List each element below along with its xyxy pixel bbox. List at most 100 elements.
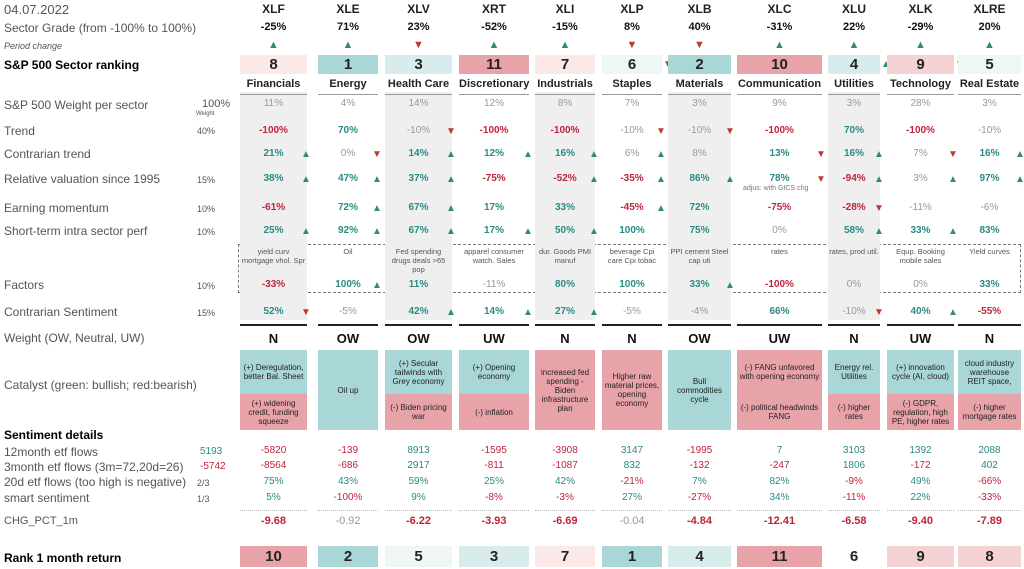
etf3-value: 2917	[407, 460, 430, 471]
label-catalyst: Catalyst (green: bullish; red:bearish)	[4, 378, 197, 392]
etf3-value: -686	[337, 460, 358, 471]
etf20-value: 43%	[337, 476, 358, 487]
weight-divider	[318, 324, 378, 326]
relative-valuation-change-icon: ▼	[816, 174, 826, 185]
relative-valuation-value: -75%	[482, 173, 506, 184]
contrarian-trend-value: 16%	[979, 148, 1000, 159]
factors-value: 100%	[619, 279, 645, 290]
weight-rating: N	[849, 331, 859, 346]
weight-rating: UW	[909, 331, 932, 346]
ticker: XLB	[687, 2, 712, 16]
weight-per-sector-value: 11%	[263, 98, 284, 109]
weight-per-sector-value: 3%	[982, 98, 997, 109]
sector-rank-badge: 4	[828, 55, 880, 74]
smart-value: 22%	[910, 492, 931, 503]
smart-value: -100%	[333, 492, 363, 503]
sector-name: Discretionary	[459, 78, 530, 90]
factor-note: beverage Cpi care Cpi tobac	[607, 247, 657, 265]
weight-divider	[668, 324, 731, 326]
relative-valuation-value: 38%	[263, 173, 284, 184]
factor-note: apparel consumer watch. Sales	[463, 247, 525, 265]
column-background	[828, 92, 880, 320]
contrarian-sentiment-change-icon: ▲	[589, 307, 599, 318]
catalyst-bearish: (-) inflation	[459, 394, 529, 430]
weight-divider	[887, 324, 954, 326]
chg-divider	[602, 510, 662, 511]
trend-value: -10%	[687, 125, 712, 136]
sector-grade: -29%	[907, 21, 934, 33]
label-smart: smart sentiment	[4, 491, 90, 505]
ticker: XLRE	[973, 2, 1006, 16]
label-chg: CHG_PCT_1m	[4, 515, 78, 527]
catalyst-bullish: Energy rel. Utilities	[828, 350, 880, 394]
contrarian-trend-change-icon: ▲	[301, 149, 311, 160]
contrarian-sentiment-value: 66%	[769, 306, 790, 317]
etf20-value: -21%	[620, 476, 644, 487]
rank-change-icon: ▼	[663, 60, 673, 70]
column-background	[668, 92, 731, 320]
etf12-value: 3103	[842, 445, 866, 456]
weight-divider	[958, 324, 1021, 326]
rank-1m-badge: 3	[459, 546, 529, 567]
ticker: XLC	[767, 2, 792, 16]
factor-note: dur. Goods PMI manuf	[538, 247, 592, 265]
catalyst-bullish: (+) Secular tailwinds with Grey economy	[385, 350, 452, 394]
weight-rating: OW	[336, 331, 360, 346]
sector-rank-badge: 9	[887, 55, 954, 74]
catalyst-bearish: (-) higher rates	[828, 394, 880, 430]
contrarian-trend-value: 6%	[624, 148, 640, 159]
chg-divider	[828, 510, 880, 511]
weight-rating: UW	[768, 331, 791, 346]
earning-momentum-value: 17%	[483, 202, 504, 213]
etf3-value: -132	[689, 460, 710, 471]
rank-1m-badge: 6	[828, 546, 880, 567]
sector-grade: 40%	[688, 21, 711, 33]
weight-smart: 1/3	[197, 494, 210, 504]
catalyst-bearish: (-) Biden pricing war	[385, 394, 452, 430]
factor-note: PPI cement Steel cap uti	[670, 247, 729, 265]
weight-rating: OW	[688, 331, 711, 346]
trend-change-icon: ▼	[656, 126, 666, 137]
sector-grade: -15%	[552, 21, 578, 33]
factors-value: 33%	[979, 279, 1000, 290]
ticker: XRT	[482, 2, 506, 16]
sector-underline	[887, 94, 954, 95]
sector-underline	[958, 94, 1021, 95]
contrarian-trend-value: 7%	[913, 148, 928, 159]
sector-name: Financials	[246, 78, 301, 90]
rank-1m-badge: 5	[385, 546, 452, 567]
weight-divider	[385, 324, 452, 326]
sector-name: Utilities	[834, 78, 874, 90]
etf20-value: 75%	[263, 476, 284, 487]
label-weight-per-sector: S&P 500 Weight per sector	[4, 98, 149, 112]
etf3-value: -811	[484, 460, 504, 471]
contrarian-sentiment-value: -55%	[977, 306, 1002, 317]
sector-rank-badge: 5	[958, 55, 1021, 74]
earning-momentum-change-icon: ▲	[372, 203, 382, 214]
contrarian-sentiment-value: -5%	[623, 306, 641, 317]
chg-divider	[737, 510, 822, 511]
catalyst-bearish: (-) political headwinds FANG	[737, 394, 822, 430]
contrarian-trend-change-icon: ▲	[656, 149, 666, 160]
short-term-value: 58%	[843, 225, 864, 236]
weight-per-sector-value: 3%	[846, 98, 862, 109]
catalyst-bearish: (+) widening credit, funding squeeze	[240, 394, 307, 430]
sector-name: Materials	[675, 78, 724, 90]
factor-note: rates, prod util.	[829, 247, 879, 256]
short-term-value: 92%	[337, 225, 358, 236]
rank-change-icon: ▲	[881, 59, 891, 70]
etf12-value: -5820	[260, 445, 287, 456]
etf12-value: -3908	[552, 445, 578, 456]
sector-rank-badge: 10	[737, 55, 822, 74]
relative-valuation-change-icon: ▲	[874, 174, 884, 185]
label-etf20: 20d etf flows (too high is negative)	[4, 475, 187, 489]
contrarian-sentiment-value: 14%	[483, 306, 504, 317]
sector-grade: 8%	[624, 21, 640, 33]
short-term-value: 0%	[772, 225, 787, 236]
chg-pct-value: -4.84	[686, 515, 713, 527]
factors-value: -33%	[261, 279, 286, 290]
weight-rating: N	[560, 331, 570, 346]
earning-momentum-value: 72%	[689, 202, 710, 213]
weight-per-sector-value: 12%	[483, 98, 504, 109]
rank-1m-badge: 7	[535, 546, 595, 567]
